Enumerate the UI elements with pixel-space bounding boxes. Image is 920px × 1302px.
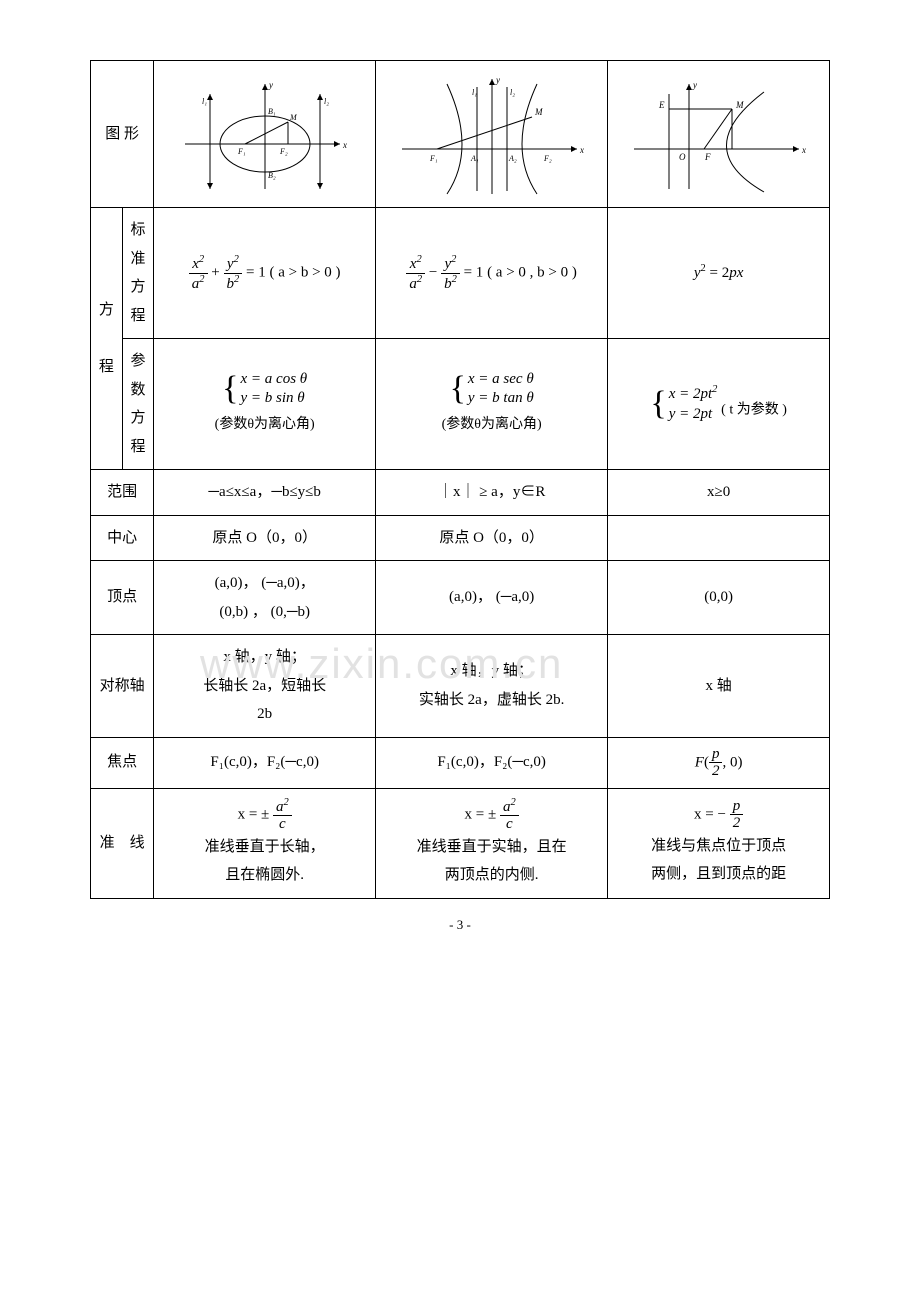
label-vertex: 顶点 bbox=[91, 561, 154, 635]
hyper-directrix: x = ± a2c 准线垂直于实轴，且在 两顶点的内侧. bbox=[376, 788, 608, 898]
para-range: x≥0 bbox=[608, 470, 830, 516]
row-param-eq: 参数方程 { x = a cos θy = b sin θ (参数θ为离心角) … bbox=[91, 339, 830, 470]
ellipse-focus: F₁(c,0)，F₂(─c,0) bbox=[154, 737, 376, 788]
svg-text:l₂: l₂ bbox=[324, 97, 329, 106]
ellipse-param: { x = a cos θy = b sin θ (参数θ为离心角) bbox=[154, 339, 376, 470]
para-directrix: x = − p2 准线与焦点位于顶点 两侧，且到顶点的距 bbox=[608, 788, 830, 898]
parabola-diagram: x y M E F O bbox=[629, 74, 809, 194]
graph-hyperbola: x y M F₁ F₂ A₁ A₂ l₁ l₂ bbox=[376, 61, 608, 208]
svg-text:M: M bbox=[534, 107, 543, 117]
para-std: y2 = 2px bbox=[608, 208, 830, 339]
hyper-center: 原点 O（0，0） bbox=[376, 515, 608, 561]
svg-text:x: x bbox=[342, 140, 347, 150]
svg-text:M: M bbox=[289, 113, 298, 122]
svg-text:x: x bbox=[579, 145, 584, 155]
ellipse-range: ─a≤x≤a，─b≤y≤b bbox=[154, 470, 376, 516]
row-directrix: 准 线 x = ± a2c 准线垂直于长轴， 且在椭圆外. x = ± a2c … bbox=[91, 788, 830, 898]
ellipse-vertex: (a,0)， (─a,0)， (0,b) ， (0,─b) bbox=[154, 561, 376, 635]
label-directrix: 准 线 bbox=[91, 788, 154, 898]
svg-text:F₂: F₂ bbox=[279, 147, 288, 156]
hyper-focus: F₁(c,0)，F₂(─c,0) bbox=[376, 737, 608, 788]
svg-text:B₂: B₂ bbox=[268, 171, 276, 180]
row-graph: 图 形 x y M bbox=[91, 61, 830, 208]
hyper-range: ｜x｜ ≥ a，y∈R bbox=[376, 470, 608, 516]
ellipse-axis: x 轴，y 轴； 长轴长 2a，短轴长 2b bbox=[154, 635, 376, 738]
svg-text:M: M bbox=[735, 100, 744, 110]
hyper-param: { x = a sec θy = b tan θ (参数θ为离心角) bbox=[376, 339, 608, 470]
row-range: 范围 ─a≤x≤a，─b≤y≤b ｜x｜ ≥ a，y∈R x≥0 bbox=[91, 470, 830, 516]
hyper-axis: x 轴，y 轴； 实轴长 2a，虚轴长 2b. bbox=[376, 635, 608, 738]
para-vertex: (0,0) bbox=[608, 561, 830, 635]
svg-text:F: F bbox=[704, 152, 711, 162]
row-std-eq: 方 程 标准方程 x2a2 + y2b2 = 1 ( a > b > 0 ) x… bbox=[91, 208, 830, 339]
svg-text:F₂: F₂ bbox=[543, 154, 552, 163]
row-center: 中心 原点 O（0，0） 原点 O（0，0） bbox=[91, 515, 830, 561]
svg-text:A₁: A₁ bbox=[470, 154, 479, 163]
hyperbola-diagram: x y M F₁ F₂ A₁ A₂ l₁ l₂ bbox=[397, 69, 587, 199]
svg-text:F₁: F₁ bbox=[237, 147, 246, 156]
svg-text:l₁: l₁ bbox=[472, 88, 477, 97]
ellipse-std: x2a2 + y2b2 = 1 ( a > b > 0 ) bbox=[154, 208, 376, 339]
svg-text:A₂: A₂ bbox=[508, 154, 517, 163]
label-std: 标准方程 bbox=[122, 208, 154, 339]
svg-text:B₁: B₁ bbox=[268, 107, 276, 116]
svg-text:F₁: F₁ bbox=[429, 154, 438, 163]
label-equation-outer: 方 程 bbox=[91, 208, 123, 470]
para-param: { x = 2pt2y = 2pt ( t 为参数 ) bbox=[608, 339, 830, 470]
ellipse-center: 原点 O（0，0） bbox=[154, 515, 376, 561]
svg-text:x: x bbox=[801, 145, 806, 155]
label-range: 范围 bbox=[91, 470, 154, 516]
para-center bbox=[608, 515, 830, 561]
row-focus: 焦点 F₁(c,0)，F₂(─c,0) F₁(c,0)，F₂(─c,0) F(p… bbox=[91, 737, 830, 788]
ellipse-directrix: x = ± a2c 准线垂直于长轴， 且在椭圆外. bbox=[154, 788, 376, 898]
row-vertex: 顶点 (a,0)， (─a,0)， (0,b) ， (0,─b) (a,0)， … bbox=[91, 561, 830, 635]
svg-text:l₁: l₁ bbox=[202, 97, 207, 106]
graph-ellipse: x y M F₁ F₂ B₁ B₂ bbox=[154, 61, 376, 208]
svg-text:y: y bbox=[268, 80, 273, 90]
para-focus: F(p2, 0) bbox=[608, 737, 830, 788]
label-axis: 对称轴 bbox=[91, 635, 154, 738]
label-param: 参数方程 bbox=[122, 339, 154, 470]
para-axis: x 轴 bbox=[608, 635, 830, 738]
label-graph: 图 形 bbox=[91, 61, 154, 208]
svg-text:y: y bbox=[692, 80, 697, 90]
page-number: - 3 - bbox=[90, 917, 830, 933]
svg-text:l₂: l₂ bbox=[510, 88, 515, 97]
label-focus: 焦点 bbox=[91, 737, 154, 788]
hyper-vertex: (a,0)， (─a,0) bbox=[376, 561, 608, 635]
graph-parabola: x y M E F O bbox=[608, 61, 830, 208]
row-axis: 对称轴 x 轴，y 轴； 长轴长 2a，短轴长 2b x 轴，y 轴； 实轴长 … bbox=[91, 635, 830, 738]
ellipse-diagram: x y M F₁ F₂ B₁ B₂ bbox=[180, 74, 350, 194]
conic-table: 图 形 x y M bbox=[90, 60, 830, 899]
hyper-std: x2a2 − y2b2 = 1 ( a > 0 , b > 0 ) bbox=[376, 208, 608, 339]
svg-text:O: O bbox=[679, 152, 686, 162]
svg-text:E: E bbox=[658, 100, 665, 110]
svg-text:y: y bbox=[495, 75, 500, 85]
label-center: 中心 bbox=[91, 515, 154, 561]
